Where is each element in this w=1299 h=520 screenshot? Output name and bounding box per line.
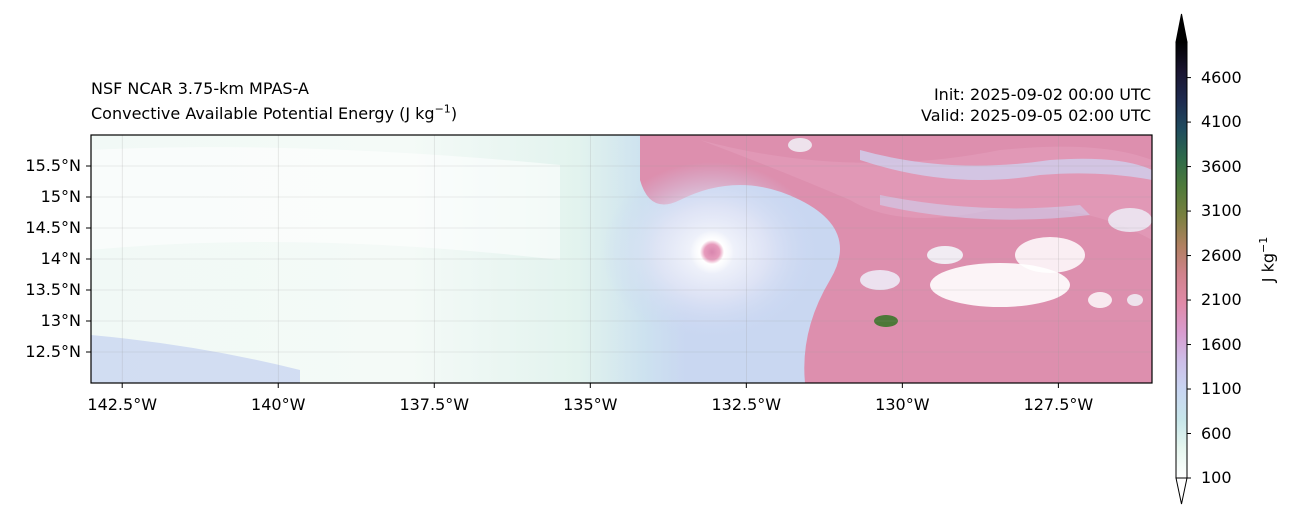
- lat-label: 13.5°N: [25, 280, 81, 299]
- lon-label: 132.5°W: [711, 395, 782, 414]
- colorbar-min-extend: [1175, 477, 1188, 505]
- high-cape-patch: [874, 315, 898, 327]
- lon-label: 142.5°W: [87, 395, 158, 414]
- colorbar-tick-label: 1600: [1201, 334, 1242, 354]
- title-model: NSF NCAR 3.75-km MPAS-A: [91, 79, 309, 98]
- colorbar-tick-label: 2600: [1201, 245, 1242, 265]
- colorbar-tick-label: 3600: [1201, 156, 1242, 176]
- cyclone-eye: [690, 230, 734, 274]
- colorbar-unit-text: J kg: [1258, 253, 1278, 283]
- colorbar-tick-label: 600: [1201, 423, 1232, 443]
- lon-label: 137.5°W: [399, 395, 470, 414]
- colorbar-tick-label: 4600: [1201, 67, 1242, 87]
- lon-label: 140°W: [251, 395, 306, 414]
- lon-label: 130°W: [875, 395, 930, 414]
- title-variable-text: Convective Available Potential Energy (J…: [91, 104, 435, 123]
- colorbar-tick-label: 4100: [1201, 112, 1242, 132]
- colorbar-tick-label: 3100: [1201, 201, 1242, 221]
- lat-label: 12.5°N: [25, 342, 81, 361]
- title-valid: Valid: 2025-09-05 02:00 UTC: [920, 106, 1151, 125]
- lat-label: 14°N: [40, 249, 81, 268]
- colorbar-tick-label: 1100: [1201, 379, 1242, 399]
- colorbar-ticks: [1187, 77, 1191, 479]
- colorbar-max-extend: [1175, 13, 1188, 43]
- colorbar: [1175, 13, 1191, 505]
- colorbar-tick-label: 2100: [1201, 290, 1242, 310]
- colorbar-tick-label: 100: [1201, 468, 1232, 487]
- colorbar-unit-sup: −1: [1257, 236, 1271, 253]
- lat-label: 14.5°N: [25, 218, 81, 237]
- title-init: Init: 2025-09-02 00:00 UTC: [933, 85, 1151, 104]
- convection-cluster: [930, 263, 1070, 307]
- lon-label: 127.5°W: [1023, 395, 1094, 414]
- lat-label: 13°N: [40, 311, 81, 330]
- gridlines: [91, 135, 1152, 383]
- lat-label: 15°N: [40, 187, 81, 206]
- title-variable-sup: −1: [434, 102, 451, 116]
- colorbar-bar: [1175, 41, 1188, 479]
- title-variable-close: ): [450, 104, 458, 123]
- lon-label: 135°W: [563, 395, 618, 414]
- axis-ticks: [86, 165, 1059, 388]
- colorbar-unit-label: J kg−1: [1257, 230, 1278, 290]
- lat-label: 15.5°N: [25, 156, 81, 175]
- cape-field: [91, 135, 1152, 383]
- title-variable: Convective Available Potential Energy (J…: [91, 102, 458, 123]
